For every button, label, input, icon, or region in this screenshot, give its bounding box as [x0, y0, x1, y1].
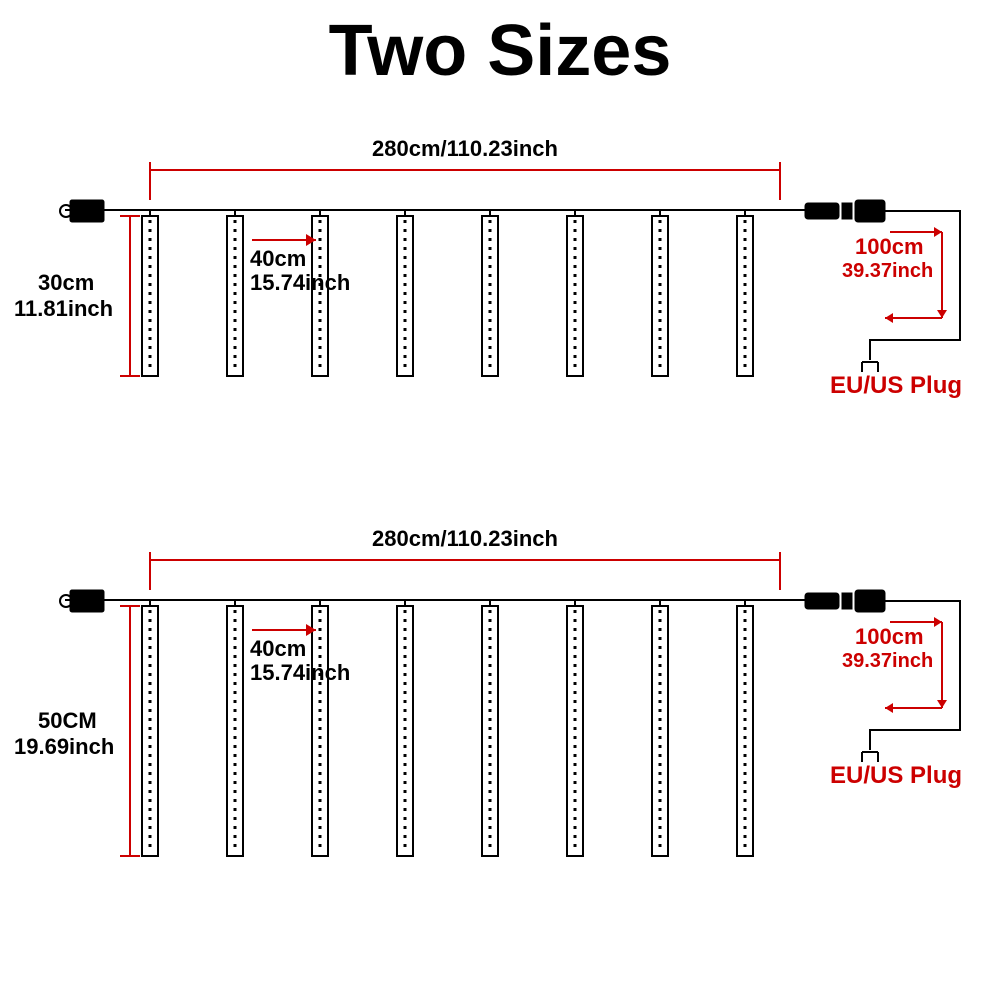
- cord-top-2: 100cm: [855, 624, 924, 649]
- cord-top-1: 100cm: [855, 234, 924, 259]
- spacing-top-1: 40cm: [250, 246, 306, 271]
- cord-bot-2: 39.37inch: [842, 650, 933, 673]
- spacing-top-2: 40cm: [250, 636, 306, 661]
- height-bot-2: 19.69inch: [14, 734, 114, 759]
- spacing-bot-2: 15.74inch: [250, 660, 350, 685]
- height-top-2: 50CM: [38, 708, 97, 733]
- height-bot-1: 11.81inch: [14, 296, 113, 321]
- diagram-size-2: 280cm/110.23inch 40cm 15.74inch 100cm 39…: [0, 530, 1000, 950]
- cord-bot-1: 39.37inch: [842, 260, 933, 283]
- height-top-1: 30cm: [38, 270, 94, 295]
- spacing-bot-1: 15.74inch: [250, 270, 350, 295]
- diagram-size-1: 280cm/110.23inch 40cm 15.74inch 100cm 39…: [0, 140, 1000, 430]
- page-title: Two Sizes: [0, 10, 1000, 92]
- width-label-1: 280cm/110.23inch: [300, 136, 630, 161]
- plug-label-1: EU/US Plug: [830, 372, 962, 400]
- width-label-2: 280cm/110.23inch: [300, 526, 630, 551]
- plug-label-2: EU/US Plug: [830, 762, 962, 790]
- diagram-svg-2: [0, 530, 1000, 950]
